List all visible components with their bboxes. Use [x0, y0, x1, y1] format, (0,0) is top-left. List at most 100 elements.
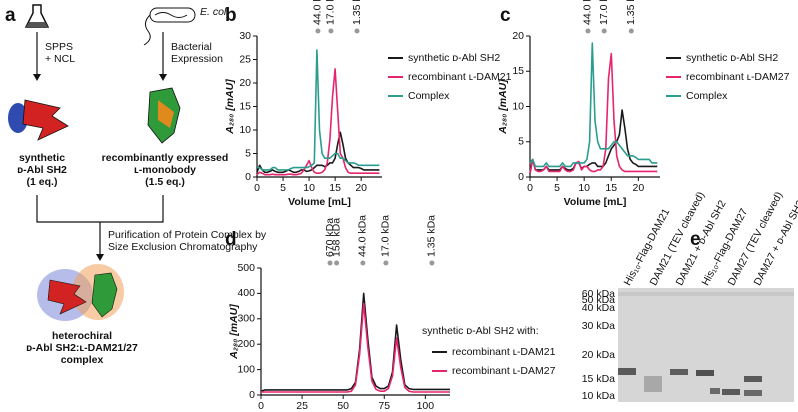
ladder-label: 15 kDa — [582, 373, 615, 385]
band — [618, 368, 636, 375]
complex-sh2 — [47, 279, 87, 315]
arrow-head — [96, 254, 104, 261]
scheme-text: ᴅ-Abl SH2 — [17, 164, 67, 176]
marker-dot — [585, 28, 591, 34]
scheme-text: ᴅ-Abl SH2:ʟ-DAM21/27 — [26, 342, 138, 354]
series-line — [529, 42, 658, 168]
band — [670, 369, 688, 375]
legend-label: synthetic ᴅ-Abl SH2 — [408, 52, 500, 64]
y-tick-label: 0 — [249, 389, 255, 401]
x-tick-label: 25 — [296, 400, 308, 412]
band — [696, 370, 714, 376]
x-tick-label: 0 — [254, 182, 260, 194]
marker-dot — [360, 260, 366, 266]
y-tick-label: 30 — [239, 30, 251, 42]
marker-dot — [328, 28, 334, 34]
ladder-label: 50 kDa — [582, 294, 615, 306]
scheme-text: + NCL — [45, 53, 75, 65]
ladder-label: 40 kDa — [582, 302, 615, 314]
flagellum — [143, 14, 151, 46]
y-tick-label: 15 — [239, 100, 251, 112]
x-tick-label: 10 — [578, 182, 590, 194]
scheme-text: recombinantly expressed — [102, 152, 229, 164]
x-tick-label: 5 — [280, 182, 286, 194]
band — [722, 389, 740, 395]
marker-label: 1.35 kDa — [351, 0, 363, 25]
bracket — [36, 195, 164, 258]
gel-well-line — [618, 292, 794, 296]
legend-label: synthetic ᴅ-Abl SH2 — [686, 52, 778, 64]
panel-letter: d — [225, 229, 237, 250]
x-tick-label: 0 — [258, 400, 264, 412]
x-tick-label: 10 — [303, 182, 315, 194]
legend-label: Complex — [686, 90, 728, 102]
y-tick-label: 20 — [239, 77, 251, 89]
y-axis-label: A₂₈₀ [mAU] — [224, 79, 236, 135]
series-line — [256, 68, 380, 176]
lane-label: His₁₀-Flag-DAM21 — [622, 206, 673, 287]
marker-dot — [628, 28, 634, 34]
band — [644, 376, 662, 392]
y-axis-label: A₂₈₀ [mAU] — [497, 79, 509, 135]
marker-dot — [429, 260, 435, 266]
marker-dot — [334, 260, 340, 266]
legend-title: synthetic ᴅ-Abl SH2 with: — [422, 325, 539, 337]
flask-liquid — [26, 22, 48, 27]
legend-label: recombinant ʟ-DAM21 — [408, 71, 512, 83]
marker-label: 44.0 kDa — [312, 0, 324, 25]
x-axis-label: Volume [mL] — [288, 196, 351, 208]
y-axis-label: A₂₈₀ [mAU] — [228, 304, 240, 360]
marker-label: 44.0 kDa — [582, 0, 594, 25]
x-tick-label: 50 — [337, 400, 349, 412]
series-line — [529, 109, 658, 174]
marker-dot — [315, 28, 321, 34]
ladder-label: 60 kDa — [582, 288, 615, 300]
marker-label: 158 kDa — [330, 218, 342, 257]
scheme-text: ʟ-monobody — [134, 164, 196, 176]
ecoli-icon — [149, 7, 196, 23]
ladder-label: 20 kDa — [582, 349, 615, 361]
x-tick-label: 15 — [605, 182, 617, 194]
band — [744, 390, 762, 396]
scheme: SPPS + NCL E. coli Bacterial Expression … — [8, 4, 267, 366]
series-line — [529, 52, 658, 174]
y-tick-label: 5 — [518, 136, 524, 148]
scheme-text: E. coli — [200, 6, 229, 18]
marker-label: 17.0 kDa — [325, 0, 337, 25]
marker-label: 1.35 kDa — [625, 0, 637, 25]
legend-label: recombinant ʟ-DAM21 — [452, 346, 556, 358]
x-axis-label: Volume [mL] — [564, 196, 627, 208]
panel-letter: c — [500, 5, 511, 26]
marker-label: 670 kDa — [324, 218, 336, 257]
x-tick-label: 75 — [378, 400, 390, 412]
y-tick-label: 500 — [237, 262, 255, 274]
band — [710, 388, 720, 394]
scheme-text: Bacterial — [171, 41, 212, 53]
y-tick-label: 15 — [512, 65, 524, 77]
protein-loop — [158, 100, 174, 128]
series-line — [257, 49, 380, 171]
legend-label: Complex — [408, 90, 450, 102]
y-tick-label: 20 — [512, 30, 524, 42]
y-tick-label: 100 — [237, 363, 255, 375]
complex-monobody — [91, 272, 118, 318]
scheme-text: Purification of Protein Complex by — [108, 229, 267, 241]
y-tick-label: 400 — [237, 287, 255, 299]
panel-letter: e — [690, 229, 701, 250]
series-line — [260, 292, 450, 392]
y-tick-label: 200 — [237, 338, 255, 350]
scheme-text: SPPS — [45, 41, 73, 53]
protein-helix — [8, 103, 28, 133]
marker-dot — [354, 28, 360, 34]
x-tick-label: 100 — [417, 400, 435, 412]
legend-label: recombinant ʟ-DAM27 — [452, 365, 556, 377]
marker-label: 17.0 kDa — [380, 215, 392, 257]
arrow-head — [33, 74, 41, 81]
x-tick-label: 5 — [554, 182, 560, 194]
legend-label: recombinant ʟ-DAM27 — [686, 71, 790, 83]
x-tick-label: 20 — [355, 182, 367, 194]
protein-sh2 — [22, 99, 69, 141]
